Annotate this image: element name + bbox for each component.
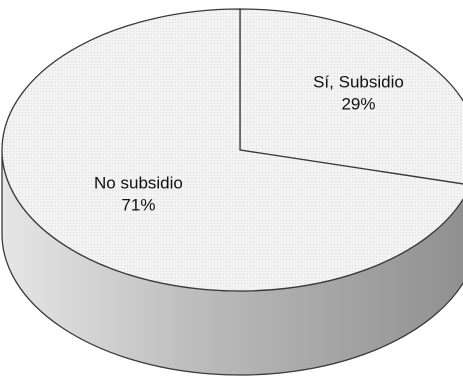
pie-labels: Sí, Subsidio 29% No subsidio 71% [94, 73, 404, 215]
pie-top [1, 8, 463, 292]
slice-value-s-subsidio: 29% [341, 95, 375, 114]
pie-slice-no-subsidio [1, 8, 463, 292]
pie-slice-s-subsidio [239, 8, 463, 185]
slice-value-no-subsidio: 71% [121, 196, 155, 215]
slice-label-s-subsidio: Sí, Subsidio [313, 73, 404, 92]
slice-label-no-subsidio: No subsidio [94, 174, 183, 193]
